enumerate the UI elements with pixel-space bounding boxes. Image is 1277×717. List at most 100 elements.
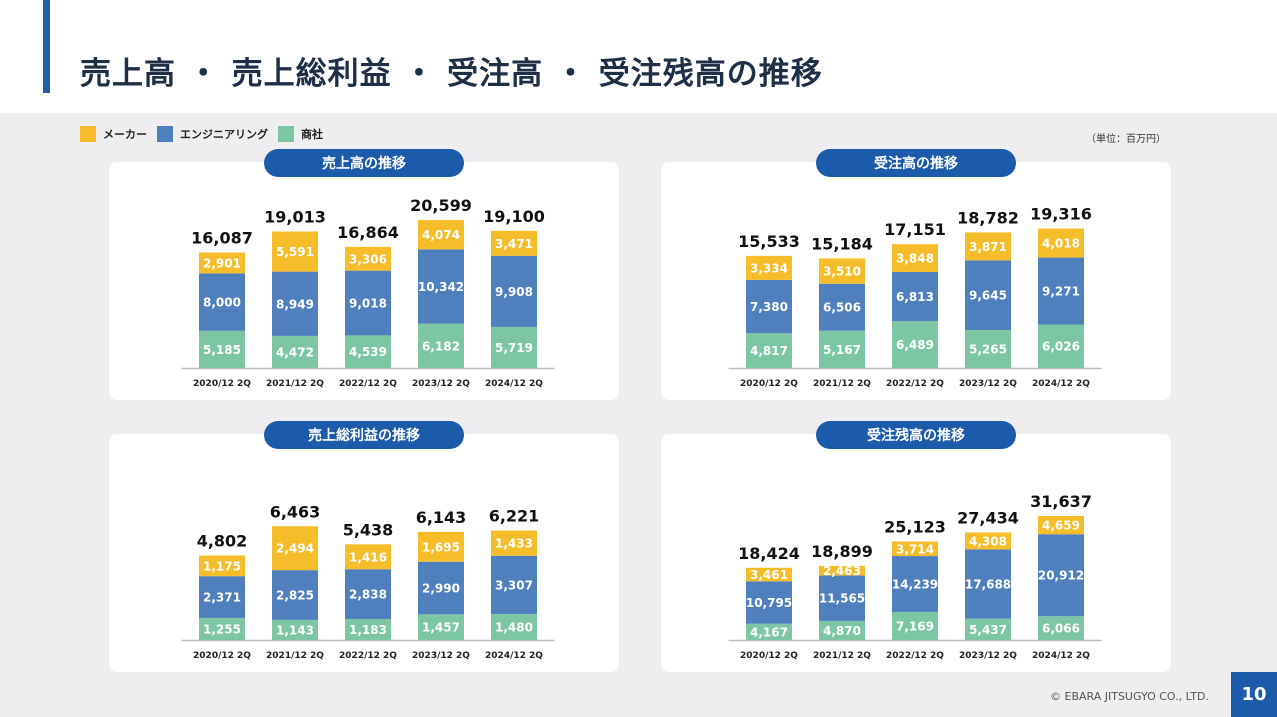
- data-label: 1,416: [349, 550, 387, 564]
- total-label: 27,434: [957, 508, 1019, 527]
- bar-segment: [746, 581, 792, 624]
- legend-swatch-maker: [80, 126, 96, 142]
- data-label: 4,074: [422, 228, 460, 242]
- bar-segment: [345, 270, 391, 336]
- data-label: 7,380: [750, 300, 788, 314]
- bar-segment: [819, 575, 865, 621]
- chart-title-backlog: 受注残高の推移: [816, 421, 1016, 449]
- total-label: 6,221: [489, 507, 540, 526]
- x-tick-label: 2020/12 2Q: [193, 379, 251, 389]
- bar-segment: [491, 230, 537, 256]
- total-label: 16,087: [191, 229, 253, 248]
- data-label: 6,026: [1042, 340, 1080, 354]
- bar-segment: [272, 526, 318, 571]
- data-label: 4,167: [750, 625, 788, 639]
- x-tick-label: 2022/12 2Q: [886, 651, 944, 661]
- header: 売上高 ・ 売上総利益 ・ 受注高 ・ 受注残高の推移: [0, 0, 1277, 113]
- bar-segment: [1038, 515, 1084, 535]
- bar-segment: [345, 335, 391, 368]
- total-label: 19,316: [1030, 205, 1092, 224]
- data-label: 5,185: [203, 343, 241, 357]
- legend-item-maker: メーカー: [80, 126, 147, 142]
- total-label: 19,100: [483, 207, 545, 226]
- x-tick-label: 2022/12 2Q: [886, 379, 944, 389]
- data-label: 20,912: [1038, 569, 1084, 583]
- data-label: 3,471: [495, 237, 533, 251]
- bar-segment: [746, 279, 792, 334]
- total-label: 18,782: [957, 208, 1019, 227]
- data-label: 6,489: [896, 338, 934, 352]
- bar-segment: [819, 283, 865, 331]
- chart-title-sales: 売上高の推移: [264, 149, 464, 177]
- data-label: 4,817: [750, 344, 788, 358]
- bar-segment: [746, 623, 792, 640]
- bar-segment: [819, 565, 865, 576]
- data-label: 6,066: [1042, 622, 1080, 636]
- legend-swatch-trading: [278, 126, 294, 142]
- bar-segment: [892, 541, 938, 557]
- total-label: 20,599: [410, 196, 472, 215]
- bar-segment: [418, 249, 464, 324]
- bar-segment: [418, 220, 464, 250]
- chart-sales: 5,185 8,000 2,901 16,087 2020/12 2Q 4,472 8,94…: [181, 196, 555, 389]
- data-label: 6,506: [823, 301, 861, 315]
- bar-segment: [892, 611, 938, 640]
- total-label: 4,802: [197, 532, 248, 551]
- chart-title-orders: 受注高の推移: [816, 149, 1016, 177]
- legend-item-trading: 商社: [278, 126, 323, 142]
- header-accent-bar: [43, 0, 50, 93]
- bar-segment: [746, 255, 792, 280]
- bar-segment: [199, 330, 245, 368]
- legend-label: メーカー: [103, 128, 147, 141]
- bar-segment: [819, 620, 865, 640]
- bar-segment: [965, 260, 1011, 330]
- bar-segment: [345, 246, 391, 271]
- data-label: 1,480: [495, 620, 533, 634]
- data-label: 5,167: [823, 343, 861, 357]
- data-label: 4,308: [969, 534, 1007, 548]
- legend-swatch-engineering: [157, 126, 173, 142]
- bar-segment: [272, 570, 318, 620]
- bar-segment: [345, 619, 391, 640]
- bar-segment: [965, 232, 1011, 261]
- data-label: 9,908: [495, 285, 533, 299]
- data-label: 1,143: [276, 623, 314, 637]
- bar-segment: [746, 333, 792, 368]
- bar-segment: [965, 618, 1011, 640]
- data-label: 6,813: [896, 290, 934, 304]
- total-label: 25,123: [884, 518, 946, 537]
- data-label: 17,688: [965, 578, 1011, 592]
- total-label: 6,143: [416, 508, 467, 527]
- bar-segment: [1038, 228, 1084, 258]
- bar-segment: [345, 569, 391, 620]
- bar-segment: [491, 326, 537, 368]
- data-label: 4,539: [349, 345, 387, 359]
- data-label: 4,870: [823, 624, 861, 638]
- x-tick-label: 2021/12 2Q: [813, 379, 871, 389]
- x-tick-label: 2020/12 2Q: [193, 651, 251, 661]
- data-label: 1,457: [422, 621, 460, 635]
- bar-segment: [1038, 257, 1084, 325]
- bar-segment: [892, 321, 938, 368]
- total-label: 16,864: [337, 223, 399, 242]
- chart-title-gross-profit: 売上総利益の推移: [264, 421, 464, 449]
- bar-segment: [199, 273, 245, 331]
- bar-segment: [1038, 616, 1084, 640]
- data-label: 4,659: [1042, 519, 1080, 533]
- data-label: 4,472: [276, 345, 314, 359]
- data-label: 1,695: [422, 540, 460, 554]
- data-label: 10,342: [418, 280, 464, 294]
- bar-segment: [491, 613, 537, 640]
- bar-segment: [199, 576, 245, 618]
- bar-segment: [345, 544, 391, 570]
- data-label: 2,494: [276, 542, 314, 556]
- legend-label: 商社: [301, 128, 323, 141]
- x-tick-label: 2023/12 2Q: [412, 379, 470, 389]
- data-label: 5,719: [495, 341, 533, 355]
- x-tick-label: 2024/12 2Q: [1032, 379, 1090, 389]
- data-label: 4,018: [1042, 237, 1080, 251]
- x-tick-label: 2024/12 2Q: [485, 651, 543, 661]
- page-title: 売上高 ・ 売上総利益 ・ 受注高 ・ 受注残高の推移: [80, 56, 823, 92]
- data-label: 3,334: [750, 261, 788, 275]
- bar-segment: [418, 561, 464, 615]
